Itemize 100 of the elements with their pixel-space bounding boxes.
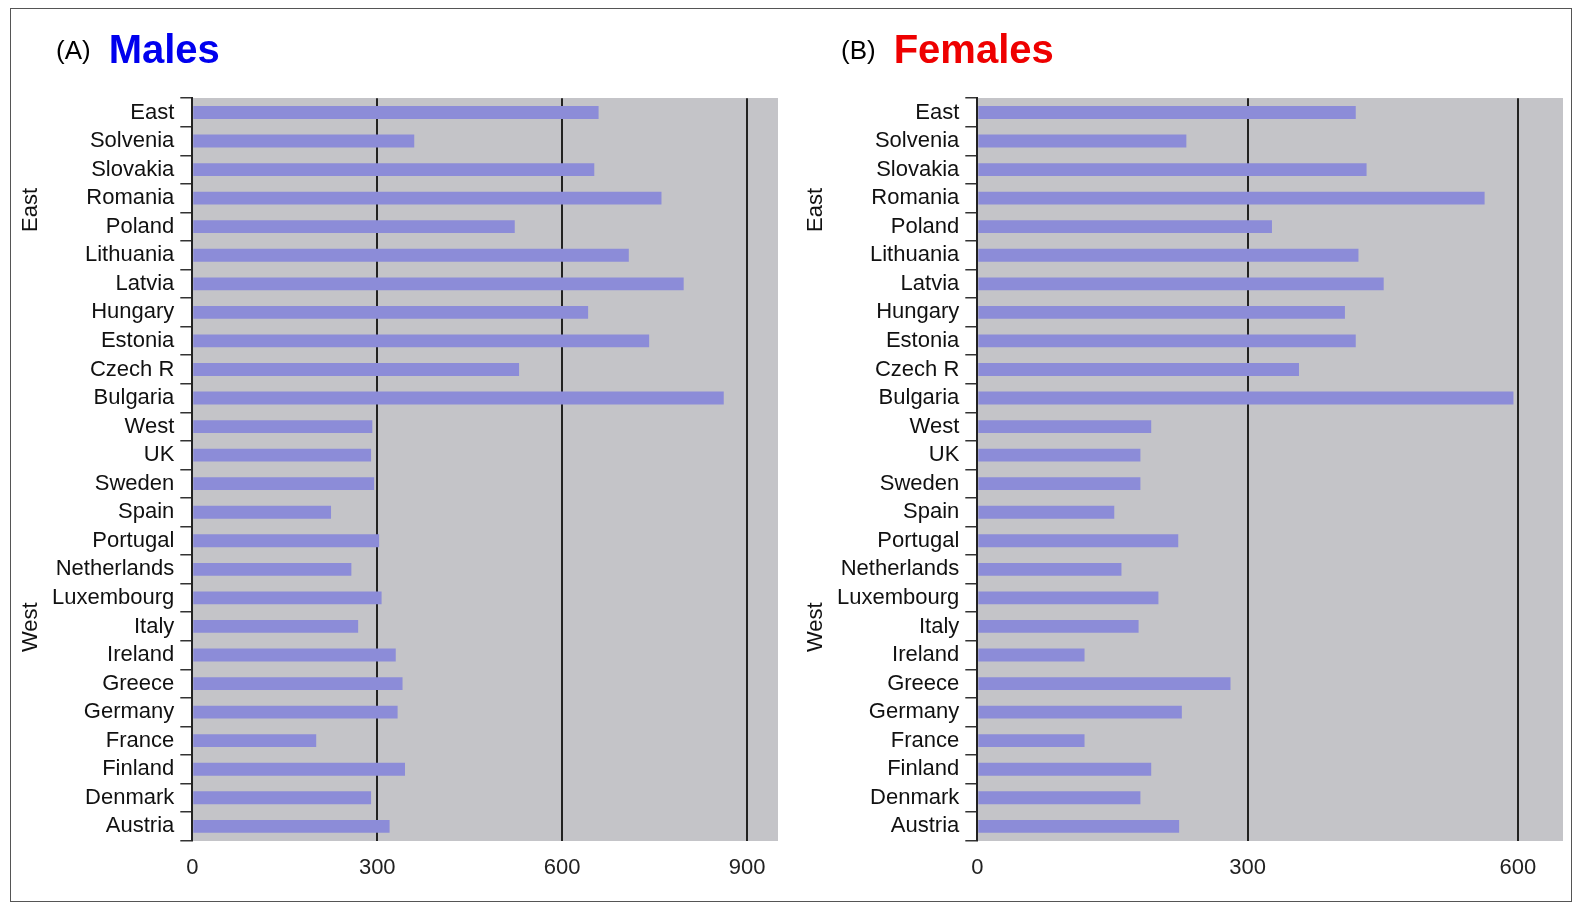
y-tick-label: Denmark <box>85 783 176 809</box>
y-tick-label: Lithuania <box>869 241 961 267</box>
bar <box>978 448 1141 462</box>
bar <box>193 791 372 805</box>
chart-title: Males <box>108 27 220 71</box>
bar <box>978 334 1356 348</box>
y-tick-label: Portugal <box>877 526 960 552</box>
y-tick-label: West <box>909 412 960 438</box>
bar <box>193 106 599 119</box>
x-tick-label: 300 <box>358 853 396 879</box>
y-tick-label: Bulgaria <box>93 384 176 410</box>
y-tick-label: Latvia <box>115 269 176 295</box>
bar <box>978 134 1187 148</box>
chart-title: Females <box>893 27 1054 71</box>
y-tick-label: Denmark <box>870 783 961 809</box>
text: West <box>17 602 43 653</box>
bar <box>193 591 382 605</box>
bar <box>193 477 375 491</box>
y-tick-label: Poland <box>890 212 960 238</box>
y-tick-label: UK <box>143 441 175 467</box>
y-tick-label: Greece <box>887 669 960 695</box>
y-tick-label: Netherlands <box>55 555 175 581</box>
bar <box>193 163 595 177</box>
bar <box>978 305 1345 319</box>
y-tick-label: Germany <box>83 698 175 724</box>
bar <box>193 620 359 633</box>
x-tick-label: 600 <box>1499 853 1537 879</box>
y-tick-label: Hungary <box>91 298 175 324</box>
bar <box>978 677 1231 690</box>
bar <box>193 562 352 576</box>
bar <box>193 277 684 291</box>
bar <box>193 220 515 234</box>
bar <box>978 220 1272 234</box>
y-tick-label: Italy <box>918 612 960 638</box>
bar <box>978 705 1182 719</box>
y-tick-label: Netherlands <box>840 555 960 581</box>
bar <box>978 648 1085 662</box>
x-tick-label: 0 <box>971 853 984 879</box>
bar <box>978 420 1152 433</box>
bar <box>978 534 1179 548</box>
bar <box>193 734 317 748</box>
bar <box>193 762 405 776</box>
bar <box>193 648 396 662</box>
y-tick-label: Luxembourg <box>51 583 175 609</box>
bar <box>193 134 415 148</box>
y-tick-label: Estonia <box>100 326 176 352</box>
bar <box>978 819 1180 833</box>
y-tick-label: Romania <box>871 184 961 210</box>
bar <box>978 248 1359 262</box>
y-tick-label: Austria <box>890 812 961 838</box>
bar <box>978 477 1141 491</box>
y-tick-label: Slovakia <box>91 155 176 181</box>
bar <box>978 106 1356 119</box>
x-tick-label: 0 <box>186 853 199 879</box>
bar <box>193 248 629 262</box>
y-tick-label: Ireland <box>892 641 960 667</box>
y-tick-label: Slovakia <box>876 155 961 181</box>
bar <box>193 705 398 719</box>
text: West <box>802 602 828 653</box>
bar <box>193 420 373 433</box>
bar <box>978 391 1514 405</box>
y-tick-label: Poland <box>105 212 175 238</box>
bar <box>193 448 372 462</box>
bar <box>193 305 589 319</box>
bar <box>978 163 1367 177</box>
bar <box>978 277 1384 291</box>
y-tick-label: Sweden <box>879 469 960 495</box>
y-tick-label: Ireland <box>107 641 175 667</box>
text: East <box>17 187 43 232</box>
x-tick-label: 900 <box>728 853 766 879</box>
bar <box>978 762 1152 776</box>
bar <box>978 505 1115 519</box>
bar <box>978 620 1139 633</box>
bar <box>193 819 390 833</box>
bar <box>978 591 1159 605</box>
y-tick-label: Estonia <box>885 326 961 352</box>
text: East <box>802 187 828 232</box>
bar <box>193 191 662 205</box>
y-tick-label: Sweden <box>94 469 175 495</box>
bar <box>978 562 1122 576</box>
y-tick-label: Spain <box>118 498 175 524</box>
bar <box>193 334 650 348</box>
y-tick-label: Austria <box>105 812 176 838</box>
text: (B) <box>841 35 876 65</box>
bar <box>193 363 520 376</box>
bar <box>978 191 1485 205</box>
y-tick-label: Finland <box>102 755 175 781</box>
y-tick-label: Hungary <box>876 298 960 324</box>
bar <box>978 363 1299 376</box>
y-tick-label: Greece <box>102 669 175 695</box>
y-tick-label: East <box>130 98 175 124</box>
x-tick-label: 600 <box>543 853 581 879</box>
bar <box>193 677 403 690</box>
x-tick-label: 300 <box>1229 853 1266 879</box>
y-tick-label: Italy <box>133 612 175 638</box>
bar <box>978 734 1085 748</box>
y-tick-label: Latvia <box>900 269 961 295</box>
y-tick-label: Bulgaria <box>878 384 961 410</box>
y-tick-label: France <box>105 726 175 752</box>
y-tick-label: Solvenia <box>89 127 176 153</box>
